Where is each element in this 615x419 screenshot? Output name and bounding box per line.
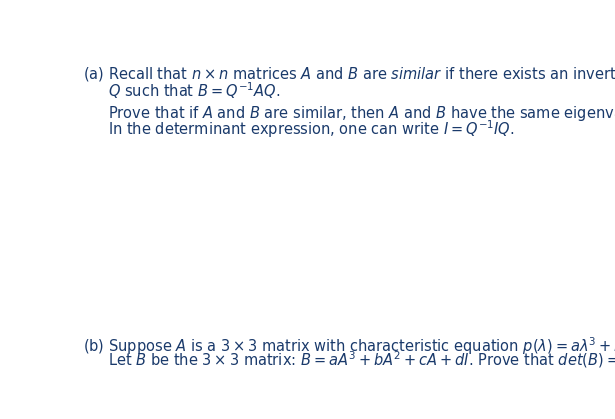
Text: Prove that if $A$ and $B$ are similar, then $A$ and $B$ have the same eigenvalue: Prove that if $A$ and $B$ are similar, t… xyxy=(108,103,615,122)
Text: (b) Suppose $A$ is a $3 \times 3$ matrix with characteristic equation $p(\lambda: (b) Suppose $A$ is a $3 \times 3$ matrix… xyxy=(83,335,615,357)
Text: In the determinant expression, one can write $I = Q^{-1}IQ$.: In the determinant expression, one can w… xyxy=(108,118,514,140)
Text: Let $B$ be the $3 \times 3$ matrix: $B = aA^3 + bA^2 + cA + dI$. Prove that $\ma: Let $B$ be the $3 \times 3$ matrix: $B =… xyxy=(108,350,615,370)
Text: (a) Recall that $n \times n$ matrices $A$ and $B$ are $\mathit{similar}$ if ther: (a) Recall that $n \times n$ matrices $A… xyxy=(83,65,615,83)
Text: $Q$ such that $B = Q^{-1}AQ$.: $Q$ such that $B = Q^{-1}AQ$. xyxy=(108,80,280,101)
